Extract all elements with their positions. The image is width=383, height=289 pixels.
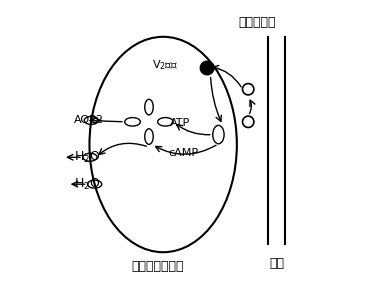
Text: 抗利尿激素: 抗利尿激素 — [238, 16, 275, 29]
Text: H$_2$O: H$_2$O — [74, 150, 100, 165]
Text: H$_2$O: H$_2$O — [74, 177, 100, 192]
Text: 肾小管管壁细胞: 肾小管管壁细胞 — [131, 260, 184, 273]
Circle shape — [200, 61, 214, 75]
Text: 血管: 血管 — [269, 257, 284, 270]
Text: V$_2$受体: V$_2$受体 — [152, 58, 178, 72]
Text: cAMP: cAMP — [169, 148, 199, 158]
Text: AQP2: AQP2 — [74, 115, 104, 125]
Text: ATP: ATP — [170, 118, 190, 128]
